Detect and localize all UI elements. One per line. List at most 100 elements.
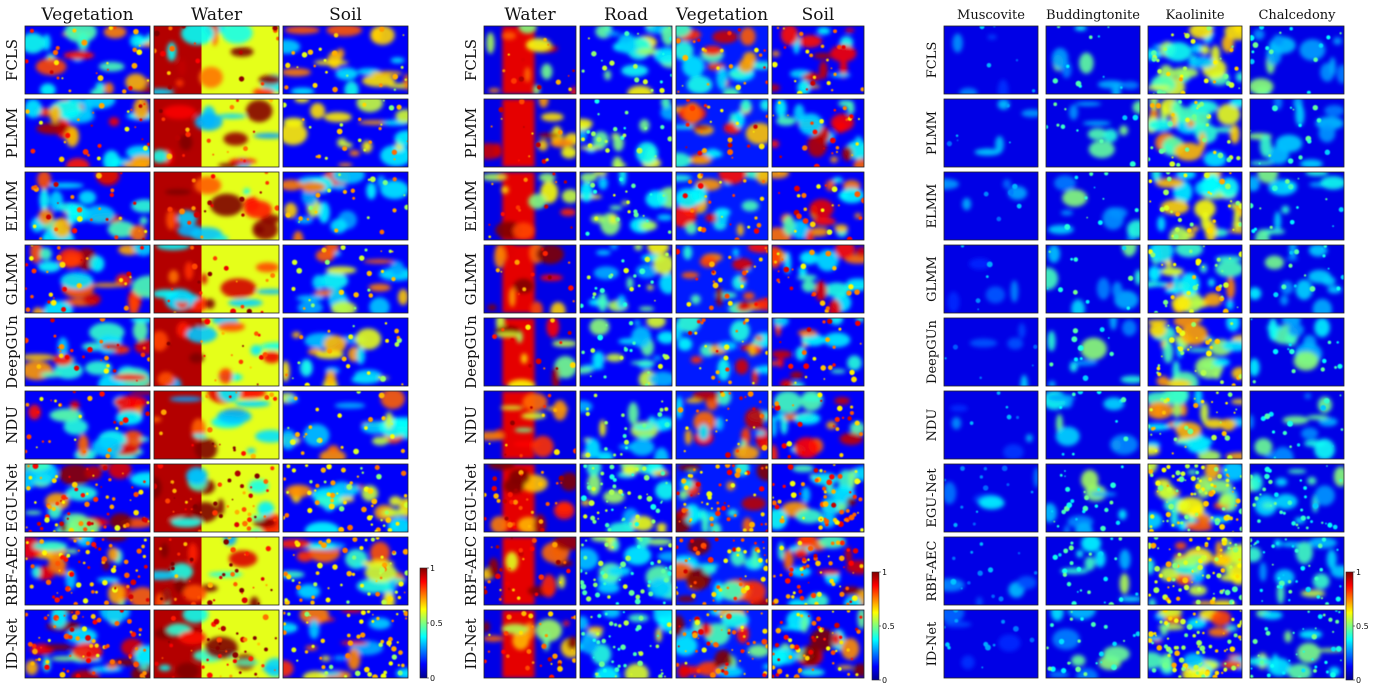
abundance-map-egu-net-vegetation bbox=[24, 463, 151, 533]
row-label-ndu: NDU bbox=[462, 406, 480, 444]
abundance-map-deepgun-road bbox=[579, 317, 673, 387]
abundance-map-glmm-road bbox=[579, 244, 673, 314]
abundance-map-fcls-water bbox=[483, 25, 577, 95]
abundance-map-glmm-buddingtonite bbox=[1045, 244, 1141, 314]
abundance-map-rbf-aec-vegetation bbox=[675, 536, 769, 606]
abundance-map-deepgun-buddingtonite bbox=[1045, 317, 1141, 387]
abundance-map-plmm-vegetation bbox=[675, 98, 769, 168]
abundance-map-id-net-buddingtonite bbox=[1045, 609, 1141, 679]
abundance-map-glmm-muscovite bbox=[943, 244, 1039, 314]
panel-1: Vegetation Water Soil FCLS PLMM ELMM GLMM DeepG… bbox=[3, 5, 443, 683]
abundance-map-plmm-kaolinite bbox=[1147, 98, 1243, 168]
abundance-map-egu-net-soil bbox=[282, 463, 409, 533]
abundance-map-rbf-aec-soil bbox=[282, 536, 409, 606]
row-label-ndu: NDU bbox=[3, 406, 21, 444]
abundance-map-rbf-aec-chalcedony bbox=[1249, 536, 1345, 606]
row-label-id-net: ID-Net bbox=[3, 618, 21, 669]
abundance-map-rbf-aec-water bbox=[483, 536, 577, 606]
abundance-map-deepgun-vegetation bbox=[675, 317, 769, 387]
abundance-map-id-net-vegetation bbox=[24, 609, 151, 679]
abundance-map-elmm-kaolinite bbox=[1147, 171, 1243, 241]
abundance-map-elmm-soil bbox=[282, 171, 409, 241]
abundance-map-elmm-buddingtonite bbox=[1045, 171, 1141, 241]
colorbar-tick-label: 0.5 bbox=[882, 622, 895, 631]
column-title-buddingtonite: Buddingtonite bbox=[1046, 8, 1140, 23]
abundance-map-rbf-aec-vegetation bbox=[24, 536, 151, 606]
panel-2: Water Road Vegetation Soil FCLS PLMM ELMM GLMM D… bbox=[462, 5, 895, 685]
abundance-map-glmm-chalcedony bbox=[1249, 244, 1345, 314]
abundance-map-plmm-soil bbox=[282, 98, 409, 168]
colorbar-tick-label: 1 bbox=[430, 564, 435, 573]
row-label-egu-net: EGU-Net bbox=[462, 464, 480, 532]
colorbar-tick-label: 1 bbox=[882, 568, 887, 577]
abundance-map-ndu-soil bbox=[771, 390, 865, 460]
abundance-map-plmm-water bbox=[153, 98, 280, 168]
colorbar-tick-label: 0.5 bbox=[430, 619, 443, 628]
colorbar-tick-label: 0 bbox=[1356, 676, 1361, 685]
abundance-map-deepgun-soil bbox=[282, 317, 409, 387]
colorbar-3: 10.50 bbox=[1345, 568, 1369, 685]
abundance-map-rbf-aec-kaolinite bbox=[1147, 536, 1243, 606]
panel-3: Muscovite Buddingtonite Kaolinite Chalcedon… bbox=[925, 8, 1369, 685]
abundance-map-rbf-aec-buddingtonite bbox=[1045, 536, 1141, 606]
abundance-map-ndu-soil bbox=[282, 390, 409, 460]
abundance-map-fcls-soil bbox=[771, 25, 865, 95]
row-label-egu-net: EGU-Net bbox=[925, 468, 940, 528]
abundance-map-ndu-muscovite bbox=[943, 390, 1039, 460]
colorbar-tick-label: 1 bbox=[1356, 568, 1361, 577]
abundance-map-ndu-vegetation bbox=[675, 390, 769, 460]
abundance-map-rbf-aec-road bbox=[579, 536, 673, 606]
abundance-map-plmm-water bbox=[483, 98, 577, 168]
abundance-map-rbf-aec-muscovite bbox=[943, 536, 1039, 606]
abundance-map-plmm-muscovite bbox=[943, 98, 1039, 168]
abundance-map-egu-net-vegetation bbox=[675, 463, 769, 533]
colorbar-tick-label: 0 bbox=[430, 674, 435, 683]
abundance-map-plmm-buddingtonite bbox=[1045, 98, 1141, 168]
abundance-map-id-net-soil bbox=[771, 609, 865, 679]
row-label-fcls: FCLS bbox=[462, 39, 480, 81]
abundance-map-egu-net-water bbox=[153, 463, 280, 533]
abundance-map-ndu-kaolinite bbox=[1147, 390, 1243, 460]
abundance-map-egu-net-kaolinite bbox=[1147, 463, 1243, 533]
row-label-elmm: ELMM bbox=[3, 180, 21, 232]
column-title-road: Road bbox=[604, 5, 648, 25]
colorbar-tick-label: 0.5 bbox=[1356, 622, 1369, 631]
abundance-map-elmm-soil bbox=[771, 171, 865, 241]
row-label-plmm: PLMM bbox=[925, 111, 940, 155]
abundance-map-deepgun-soil bbox=[771, 317, 865, 387]
abundance-map-id-net-road bbox=[579, 609, 673, 679]
row-label-elmm: ELMM bbox=[925, 184, 940, 229]
abundance-map-ndu-road bbox=[579, 390, 673, 460]
abundance-map-id-net-kaolinite bbox=[1147, 609, 1243, 679]
abundance-map-elmm-chalcedony bbox=[1249, 171, 1345, 241]
column-title-water: Water bbox=[191, 5, 243, 25]
row-label-id-net: ID-Net bbox=[925, 621, 940, 666]
row-label-deepgun: DeepGUn bbox=[3, 315, 21, 389]
abundance-map-egu-net-soil bbox=[771, 463, 865, 533]
abundance-map-id-net-soil bbox=[282, 609, 409, 679]
abundance-map-glmm-soil bbox=[771, 244, 865, 314]
row-label-egu-net: EGU-Net bbox=[3, 464, 21, 532]
row-label-elmm: ELMM bbox=[462, 180, 480, 232]
colorbar-2: 10.50 bbox=[871, 568, 895, 685]
abundance-map-plmm-soil bbox=[771, 98, 865, 168]
column-title-soil: Soil bbox=[329, 5, 362, 25]
row-label-plmm: PLMM bbox=[3, 108, 21, 159]
abundance-map-deepgun-muscovite bbox=[943, 317, 1039, 387]
abundance-map-glmm-water bbox=[153, 244, 280, 314]
abundance-map-deepgun-kaolinite bbox=[1147, 317, 1243, 387]
abundance-map-fcls-muscovite bbox=[943, 25, 1039, 95]
abundance-map-egu-net-water bbox=[483, 463, 577, 533]
abundance-map-fcls-water bbox=[153, 25, 280, 95]
abundance-map-elmm-vegetation bbox=[675, 171, 769, 241]
row-label-fcls: FCLS bbox=[925, 42, 940, 79]
abundance-map-glmm-vegetation bbox=[675, 244, 769, 314]
colorbar-1: 10.50 bbox=[419, 564, 443, 683]
row-label-ndu: NDU bbox=[925, 409, 940, 442]
abundance-map-elmm-water bbox=[153, 171, 280, 241]
abundance-map-egu-net-muscovite bbox=[943, 463, 1039, 533]
abundance-map-elmm-muscovite bbox=[943, 171, 1039, 241]
abundance-map-fcls-buddingtonite bbox=[1045, 25, 1141, 95]
abundance-map-deepgun-vegetation bbox=[24, 317, 151, 387]
